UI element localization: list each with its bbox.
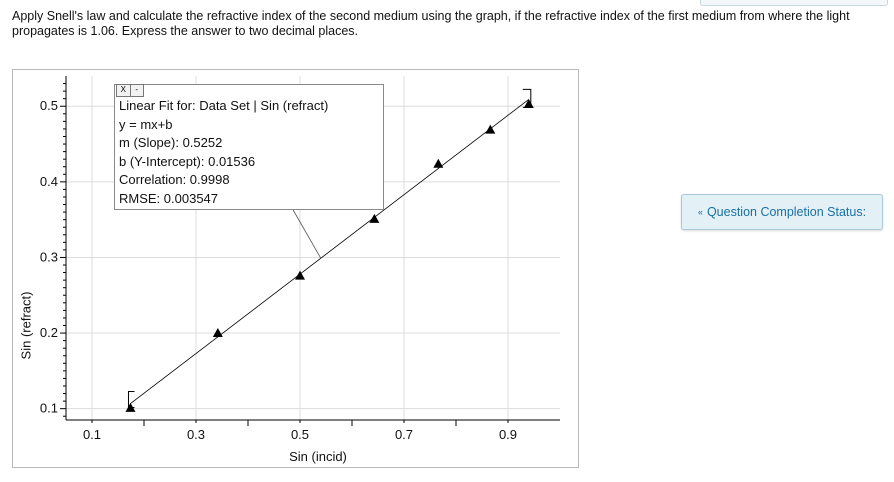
data-point [433, 158, 444, 168]
fit-correlation: Correlation: 0.9998 [119, 172, 230, 187]
close-icon[interactable]: X [117, 85, 131, 96]
fit-box-connector [291, 207, 322, 259]
question-text: Apply Snell's law and calculate the refr… [12, 9, 850, 38]
data-point [485, 124, 496, 134]
data-point [523, 98, 534, 108]
fit-box-controls[interactable]: X - [116, 84, 144, 97]
status-label: Question Completion Status: [706, 205, 867, 219]
linear-fit-box[interactable]: X - Linear Fit for: Data Set | Sin (refr… [114, 84, 384, 210]
fit-title: Linear Fit for: Data Set | Sin (refract) [119, 98, 329, 113]
chevron-down-icon: « [697, 207, 703, 217]
y-tick-label: 0.1 [40, 401, 58, 416]
x-tick-label: 0.9 [499, 427, 517, 442]
data-point [369, 213, 380, 223]
x-axis-label: Sin (incid) [289, 449, 347, 464]
data-point [125, 402, 136, 412]
x-tick-label: 0.5 [291, 427, 309, 442]
fit-slope: m (Slope): 0.5252 [119, 135, 223, 150]
x-tick-label: 0.7 [395, 427, 413, 442]
minimize-icon[interactable]: - [135, 85, 139, 94]
y-tick-label: 0.4 [40, 174, 58, 189]
fit-equation: y = mx+b [119, 116, 173, 132]
question-completion-status-button[interactable]: « Question Completion Status: [681, 194, 883, 230]
graph-panel: 0.1 0.2 0.3 0.4 0.5 0.1 0.3 0.5 0.7 0.9 Sin (refr… [12, 69, 579, 468]
scatter-plot: 0.1 0.2 0.3 0.4 0.5 0.1 0.3 0.5 0.7 0.9 [40, 76, 560, 442]
x-tick-label: 0.3 [187, 427, 205, 442]
fit-intercept: b (Y-Intercept): 0.01536 [119, 153, 256, 169]
y-tick-label: 0.2 [40, 325, 58, 340]
y-axis-label: Sin (refract) [18, 291, 34, 360]
x-tick-label: 0.1 [83, 427, 101, 442]
fit-box-text: Linear Fit for: Data Set | Sin (refract)… [119, 97, 328, 208]
top-tab [700, 0, 888, 6]
fit-line [130, 99, 530, 404]
data-point [212, 328, 223, 338]
y-tick-label: 0.5 [40, 98, 58, 113]
y-tick-label: 0.3 [40, 249, 58, 264]
fit-rmse: RMSE: 0.003547 [119, 190, 219, 206]
data-point [295, 270, 305, 280]
